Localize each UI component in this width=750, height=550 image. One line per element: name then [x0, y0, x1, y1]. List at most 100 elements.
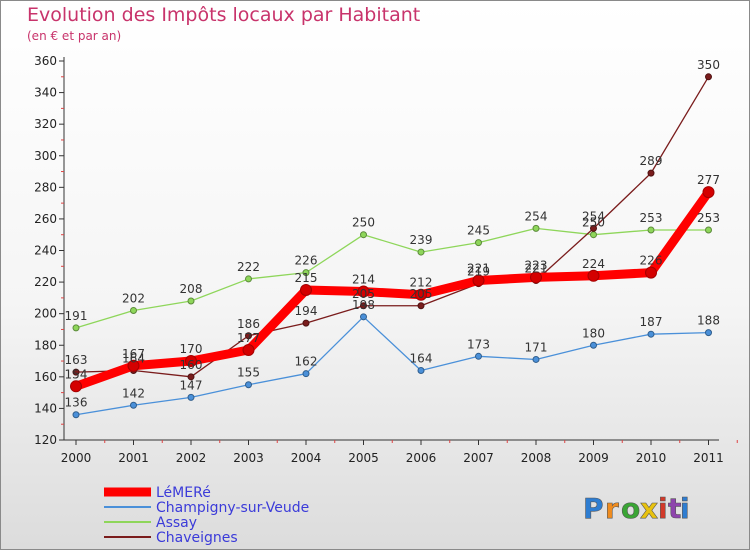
- data-point-assay: [130, 307, 137, 315]
- x-tick-label: 2003: [233, 451, 264, 465]
- series-line-lemere: [71, 187, 713, 391]
- x-tick-label: 2008: [521, 451, 552, 465]
- data-label-champigny-sur-veude: 198: [352, 298, 375, 312]
- data-label-assay: 226: [295, 254, 318, 268]
- data-point-assay: [417, 248, 425, 256]
- data-point-lemere: [127, 359, 140, 372]
- x-tick-label: 2001: [118, 451, 149, 465]
- data-label-chaveignes: 289: [640, 154, 663, 168]
- y-tick-label: 180: [34, 338, 57, 352]
- data-label-lemere: 226: [640, 254, 663, 268]
- x-tick-label: 2009: [578, 451, 609, 465]
- data-label-lemere: 212: [410, 276, 433, 290]
- x-tick-label: 2005: [348, 451, 379, 465]
- chart-title: Evolution des Impôts locaux par Habitant: [27, 4, 421, 26]
- data-label-assay: 250: [352, 216, 375, 230]
- svg-text:r: r: [605, 492, 619, 525]
- data-point-champigny-sur-veude: [417, 367, 425, 375]
- svg-text:o: o: [621, 492, 640, 525]
- x-tick-label: 2006: [406, 451, 437, 465]
- data-label-chaveignes: 160: [180, 358, 203, 372]
- y-tick-label: 300: [34, 149, 57, 163]
- y-tick-label: 140: [34, 401, 57, 415]
- svg-text:i: i: [680, 492, 690, 525]
- data-label-champigny-sur-veude: 188: [697, 314, 720, 328]
- data-point-champigny-sur-veude: [590, 341, 597, 349]
- y-tick-label: 240: [34, 244, 57, 258]
- data-point-lemere: [587, 269, 600, 282]
- data-point-lemere: [702, 186, 715, 199]
- data-label-chaveignes: 221: [525, 262, 548, 276]
- data-label-assay: 202: [122, 292, 145, 306]
- data-label-lemere: 224: [582, 257, 605, 271]
- data-label-champigny-sur-veude: 180: [582, 326, 605, 340]
- data-label-chaveignes: 164: [122, 352, 145, 366]
- data-point-champigny-sur-veude: [360, 313, 367, 321]
- data-label-chaveignes: 219: [467, 265, 490, 279]
- data-label-lemere: 177: [237, 331, 260, 345]
- data-point-lemere: [242, 343, 255, 356]
- data-point-lemere: [300, 283, 312, 296]
- svg-text:P: P: [583, 492, 604, 525]
- y-tick-label: 280: [34, 180, 57, 194]
- x-tick-label: 2002: [176, 451, 207, 465]
- y-tick-label: 260: [34, 212, 57, 226]
- x-tick-label: 2004: [291, 451, 322, 465]
- data-point-assay: [72, 324, 80, 332]
- data-label-lemere: 223: [525, 258, 548, 272]
- data-point-assay: [705, 226, 712, 234]
- legend-label: Assay: [156, 515, 197, 531]
- data-label-assay: 191: [65, 309, 88, 323]
- data-label-lemere: 221: [467, 262, 490, 276]
- y-tick-label: 200: [34, 307, 57, 321]
- data-label-lemere: 167: [122, 347, 145, 361]
- y-tick-label: 340: [34, 86, 57, 100]
- svg-text:i: i: [658, 492, 668, 525]
- data-point-champigny-sur-veude: [705, 329, 712, 337]
- series-line-chaveignes: [75, 76, 710, 378]
- x-tick-label: 2007: [463, 451, 494, 465]
- data-point-chaveignes: [187, 373, 195, 381]
- data-label-assay: 250: [582, 216, 605, 230]
- data-point-champigny-sur-veude: [72, 411, 80, 419]
- data-point-assay: [360, 231, 367, 239]
- legend-label: Champigny-sur-Veude: [156, 500, 309, 516]
- data-label-lemere: 214: [352, 273, 375, 287]
- data-point-chaveignes: [72, 368, 80, 376]
- y-tick-label: 120: [34, 433, 57, 447]
- data-label-champigny-sur-veude: 155: [237, 366, 260, 380]
- data-point-champigny-sur-veude: [130, 401, 137, 409]
- x-tick-label: 2010: [636, 451, 667, 465]
- x-tick-label: 2011: [693, 451, 724, 465]
- data-point-assay: [187, 297, 195, 305]
- data-label-assay: 253: [697, 211, 720, 225]
- data-label-lemere: 154: [65, 367, 88, 381]
- data-point-lemere: [530, 271, 542, 284]
- data-label-champigny-sur-veude: 142: [122, 386, 145, 400]
- data-point-champigny-sur-veude: [647, 330, 655, 338]
- data-point-assay: [647, 226, 655, 234]
- data-label-assay: 253: [640, 211, 663, 225]
- x-tick-label: 2000: [61, 451, 92, 465]
- chart-subtitle: (en € et par an): [27, 29, 122, 43]
- data-label-chaveignes: 254: [582, 209, 605, 223]
- series-line-assay: [75, 227, 710, 329]
- data-label-lemere: 215: [295, 271, 318, 285]
- data-point-chaveignes: [590, 224, 597, 232]
- data-point-lemere: [472, 274, 485, 287]
- data-point-champigny-sur-veude: [475, 352, 482, 360]
- legend-label: LéMERé: [156, 485, 211, 501]
- svg-text:x: x: [640, 492, 658, 525]
- data-point-champigny-sur-veude: [245, 381, 252, 389]
- y-tick-label: 360: [34, 54, 57, 68]
- data-label-assay: 245: [467, 224, 490, 238]
- data-label-chaveignes: 205: [352, 287, 375, 301]
- svg-text:t: t: [668, 492, 681, 525]
- data-label-assay: 254: [525, 209, 548, 223]
- data-label-chaveignes: 163: [65, 353, 88, 367]
- data-label-champigny-sur-veude: 187: [640, 315, 663, 329]
- data-label-lemere: 170: [180, 342, 203, 356]
- data-point-assay: [532, 224, 540, 232]
